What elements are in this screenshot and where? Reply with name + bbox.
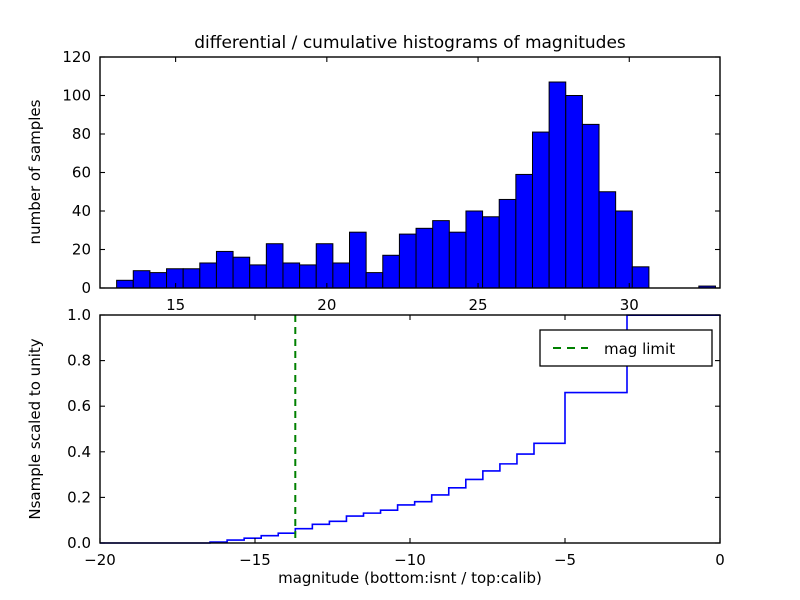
histogram-bar bbox=[266, 244, 283, 288]
histogram-bar bbox=[150, 273, 167, 288]
x-tick-label: −10 bbox=[394, 551, 426, 569]
x-tick-label: −5 bbox=[554, 551, 576, 569]
top-panel-histogram: 0 20 40 60 80 100 120 15 20 25 30 number of sampl… bbox=[26, 48, 720, 314]
matplotlib-figure: differential / cumulative histograms of … bbox=[0, 0, 800, 600]
histogram-bar bbox=[200, 263, 217, 288]
histogram-bar bbox=[566, 96, 583, 289]
page-title: differential / cumulative histograms of … bbox=[194, 33, 626, 53]
y-tick-label: 0.8 bbox=[67, 352, 91, 370]
histogram-bar bbox=[549, 82, 566, 288]
x-tick-label: 30 bbox=[620, 296, 639, 314]
histogram-bar bbox=[582, 124, 599, 288]
y-tick-label: 0.6 bbox=[67, 397, 91, 415]
histogram-bar bbox=[233, 257, 250, 288]
histogram-bar bbox=[350, 232, 367, 288]
legend[interactable]: mag limit bbox=[540, 330, 712, 366]
x-tick-label: 15 bbox=[166, 296, 185, 314]
y-tick-label: 40 bbox=[72, 202, 91, 220]
histogram-bar bbox=[133, 271, 150, 288]
x-tick-label: 25 bbox=[469, 296, 488, 314]
y-tick-label: 1.0 bbox=[67, 306, 91, 324]
histogram-bar bbox=[366, 273, 383, 288]
histogram-bar bbox=[532, 132, 549, 288]
x-tick-label: 0 bbox=[715, 551, 725, 569]
y-tick-label: 20 bbox=[72, 241, 91, 259]
histogram-bar bbox=[499, 199, 516, 288]
histogram-bar bbox=[333, 263, 350, 288]
histogram-bar bbox=[183, 269, 200, 288]
histogram-bar bbox=[416, 228, 433, 288]
bottom-y-axis-label: Nsample scaled to unity bbox=[26, 338, 44, 519]
x-tick-label: −15 bbox=[239, 551, 271, 569]
figure-canvas: differential / cumulative histograms of … bbox=[0, 0, 800, 600]
histogram-bar bbox=[316, 244, 333, 288]
histogram-bar bbox=[616, 211, 633, 288]
histogram-bar bbox=[449, 232, 466, 288]
y-tick-label: 120 bbox=[62, 48, 91, 66]
y-tick-label: 60 bbox=[72, 164, 91, 182]
histogram-bar bbox=[483, 217, 500, 288]
histogram-bar bbox=[632, 267, 649, 288]
histogram-bar bbox=[117, 280, 134, 288]
histogram-bar bbox=[250, 265, 267, 288]
y-tick-label: 0.4 bbox=[67, 443, 91, 461]
histogram-bar bbox=[300, 265, 317, 288]
histogram-bar bbox=[516, 174, 533, 288]
bottom-x-axis-label: magnitude (bottom:isnt / top:calib) bbox=[278, 569, 542, 587]
histogram-bar bbox=[383, 255, 400, 288]
y-tick-label: 100 bbox=[62, 87, 91, 105]
histogram-bar bbox=[466, 211, 483, 288]
y-tick-label: 0.0 bbox=[67, 534, 91, 552]
histogram-bar bbox=[167, 269, 184, 288]
histogram-bar bbox=[433, 221, 450, 288]
histogram-bar bbox=[216, 251, 233, 288]
x-tick-label: −20 bbox=[84, 551, 116, 569]
top-y-axis-label: number of samples bbox=[26, 99, 44, 244]
histogram-bar bbox=[599, 192, 616, 288]
y-tick-label: 0 bbox=[81, 279, 91, 297]
y-tick-label: 0.2 bbox=[67, 488, 91, 506]
legend-mag-limit-label: mag limit bbox=[604, 340, 675, 358]
bottom-panel-cumulative: 0.0 0.2 0.4 0.6 0.8 1.0 −20 −15 −10 −5 0 Nsample … bbox=[26, 306, 725, 587]
histogram-bar bbox=[283, 263, 300, 288]
x-tick-label: 20 bbox=[317, 296, 336, 314]
histogram-bar bbox=[399, 234, 416, 288]
y-tick-label: 80 bbox=[72, 125, 91, 143]
